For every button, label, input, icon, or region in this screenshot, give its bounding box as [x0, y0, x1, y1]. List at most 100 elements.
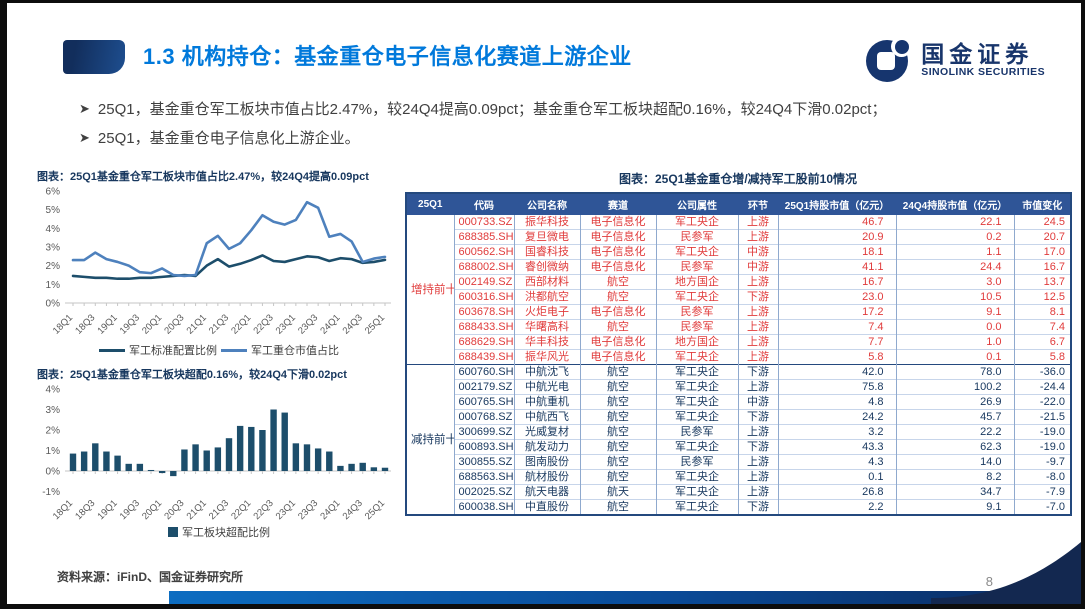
cell: 军工央企 [655, 364, 739, 380]
cell: 3.0 [895, 274, 1015, 290]
cell: 上游 [737, 484, 779, 500]
cell: 26.9 [895, 394, 1015, 410]
table-row: 300855.SZ 图南股份 航空 民参军 上游 4.3 14.0 -9.7 [406, 454, 1072, 470]
cell: 电子信息化 [579, 259, 657, 275]
cell: 上游 [737, 349, 779, 365]
svg-text:1%: 1% [46, 446, 61, 457]
sinolink-logo-icon [866, 36, 913, 82]
cell: 1.1 [895, 244, 1015, 260]
cell: 62.3 [895, 439, 1015, 455]
column-header: 25Q1 [405, 192, 455, 215]
cell: 600893.SH [453, 439, 515, 455]
svg-text:22Q3: 22Q3 [251, 312, 275, 336]
cell: 8.2 [895, 469, 1015, 485]
bar-chart-legend: 军工板块超配比例 [35, 524, 403, 540]
svg-text:20Q3: 20Q3 [162, 498, 186, 522]
svg-text:22Q1: 22Q1 [229, 498, 253, 522]
svg-text:23Q1: 23Q1 [274, 498, 298, 522]
svg-text:0%: 0% [46, 299, 61, 310]
table-row: 600316.SH 洪都航空 航空 军工央企 下游 23.0 10.5 12.5 [406, 289, 1072, 305]
line-chart-title: 图表：25Q1基金重仓军工板块市值占比2.47%，较24Q4提高0.09pct [37, 171, 369, 183]
cell: 688629.SH [453, 334, 515, 350]
cell: 光威复材 [513, 424, 581, 440]
svg-text:18Q3: 18Q3 [73, 498, 97, 522]
cell: 2.2 [777, 499, 897, 515]
cell: 图南股份 [513, 454, 581, 470]
cell: 航空 [579, 424, 657, 440]
line-chart-legend: 军工标准配置比例 军工重仓市值占比 [35, 342, 403, 358]
cell: 9.1 [895, 499, 1015, 515]
cell: 43.3 [777, 439, 897, 455]
svg-text:25Q1: 25Q1 [363, 498, 387, 522]
legend-item: 军工标准配置比例 [99, 342, 217, 358]
cell: -36.0 [1013, 364, 1072, 380]
cell: 中直股份 [513, 499, 581, 515]
cell: 7.4 [1013, 319, 1072, 335]
cell: 18.1 [777, 244, 897, 260]
column-header: 24Q4持股市值（亿元） [895, 192, 1015, 215]
svg-text:23Q3: 23Q3 [296, 498, 320, 522]
cell: 民参军 [655, 454, 739, 470]
table-row: 688563.SH 航材股份 航空 军工央企 上游 0.1 8.2 -8.0 [406, 469, 1072, 485]
cell: 42.0 [777, 364, 897, 380]
cell: 100.2 [895, 379, 1015, 395]
table-column: 图表：25Q1基金重仓增/减持军工股前10情况 25Q1 代码 公司名称 赛道 公司属性… [405, 170, 1072, 516]
corner-swoosh [931, 542, 1081, 604]
bullet-text: 25Q1，基金重仓电子信息化上游企业。 [97, 130, 360, 147]
table-row: 600562.SH 国睿科技 电子信息化 军工央企 中游 18.1 1.1 17.0 [406, 244, 1072, 260]
svg-text:21Q3: 21Q3 [207, 498, 231, 522]
cell: 9.1 [895, 304, 1015, 320]
cell: 下游 [737, 439, 779, 455]
cell: 000733.SZ [453, 214, 515, 230]
cell: 民参军 [655, 229, 739, 245]
cell: 军工央企 [655, 349, 739, 365]
cell: 军工央企 [655, 214, 739, 230]
bar-chart-title: 图表：25Q1基金重仓军工板块超配0.16%，较24Q4下滑0.02pct [37, 369, 347, 381]
cell: 航材股份 [513, 469, 581, 485]
cell: 洪都航空 [513, 289, 581, 305]
cell: 688002.SH [453, 259, 515, 275]
table-row: 000768.SZ 中航西飞 航空 军工央企 下游 24.2 45.7 -21.5 [406, 409, 1072, 425]
cell: 中游 [737, 394, 779, 410]
cell: 688439.SH [453, 349, 515, 365]
cell: 002149.SZ [453, 274, 515, 290]
cell: 12.5 [1013, 289, 1072, 305]
column-header: 公司属性 [655, 192, 739, 215]
cell: 华曙高科 [513, 319, 581, 335]
legend-swatch [221, 348, 247, 352]
cell: 上游 [737, 274, 779, 290]
cell: -22.0 [1013, 394, 1072, 410]
svg-text:-1%: -1% [42, 487, 60, 498]
cell: 中航重机 [513, 394, 581, 410]
svg-text:22Q1: 22Q1 [229, 312, 253, 336]
cell: 300699.SZ [453, 424, 515, 440]
cell: 7.4 [777, 319, 897, 335]
column-header: 环节 [737, 192, 779, 215]
cell: 000768.SZ [453, 409, 515, 425]
cell: 45.7 [895, 409, 1015, 425]
cell: 6.7 [1013, 334, 1072, 350]
cell: 600038.SH [453, 499, 515, 515]
cell: 军工央企 [655, 469, 739, 485]
svg-text:21Q3: 21Q3 [207, 312, 231, 336]
cell: 20.9 [777, 229, 897, 245]
cell: 航空 [579, 409, 657, 425]
cell: 民参军 [655, 259, 739, 275]
cell: 中航西飞 [513, 409, 581, 425]
table-row: 减持前十 600760.SH 中航沈飞 航空 军工央企 下游 42.0 78.0 -36.0 [405, 364, 1072, 515]
cell: 军工央企 [655, 439, 739, 455]
bullet-item: ➤ 25Q1，基金重仓电子信息化上游企业。 [79, 128, 979, 149]
cell: 1.0 [895, 334, 1015, 350]
column-header: 公司名称 [513, 192, 581, 215]
cell: 军工央企 [655, 409, 739, 425]
legend-swatch [168, 527, 178, 537]
row-group-label: 增持前十 [405, 214, 455, 365]
cell: 航发动力 [513, 439, 581, 455]
cell: -7.9 [1013, 484, 1072, 500]
column-header: 赛道 [579, 192, 657, 215]
svg-text:6%: 6% [46, 187, 61, 198]
cell: 688563.SH [453, 469, 515, 485]
bullet-item: ➤ 25Q1，基金重仓军工板块市值占比2.47%，较24Q4提高0.09pct；… [79, 99, 979, 120]
svg-text:23Q3: 23Q3 [296, 312, 320, 336]
